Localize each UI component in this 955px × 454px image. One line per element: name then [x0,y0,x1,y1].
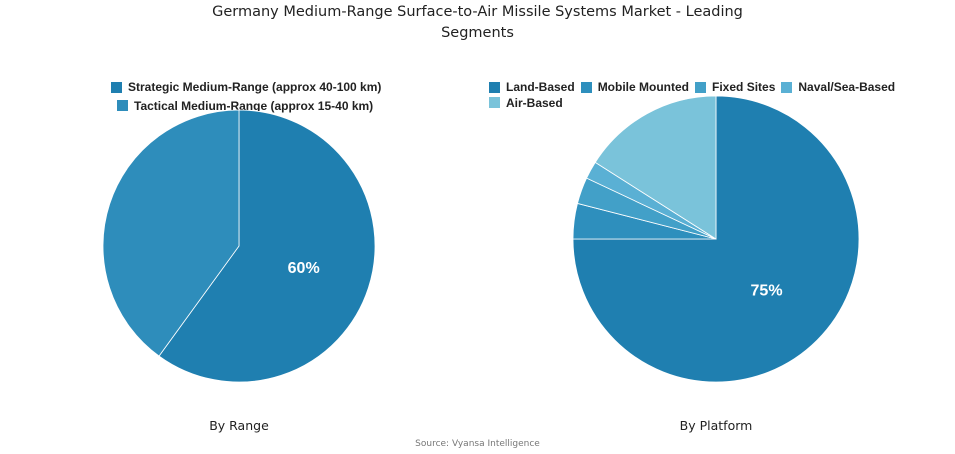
legend-swatch [781,81,793,93]
legend-item: Strategic Medium-Range (approx 40-100 km… [111,80,381,94]
legend-item: Land-Based [489,80,575,94]
legend-label: Tactical Medium-Range (approx 15-40 km) [134,98,374,113]
data-label: 75% [751,283,783,300]
data-label: 60% [288,260,320,277]
pie-slice [102,109,240,357]
legend-label: Strategic Medium-Range (approx 40-100 km… [128,80,382,94]
pie-slice [572,95,860,383]
legend-item: Naval/Sea-Based [781,80,895,94]
legend-range: Strategic Medium-Range (approx 40-100 km… [111,80,387,114]
legend-swatch [695,81,707,93]
legend-item: Mobile Mounted [580,80,690,94]
legend-label: Air-Based [506,95,563,110]
subtitle-by-range: By Range [209,418,269,433]
title-line-1: Germany Medium-Range Surface-to-Air Miss… [212,4,743,20]
legend-swatch [580,81,592,93]
legend-label: Fixed Sites [712,80,776,94]
legend-swatch [117,100,128,111]
legend-label: Land-Based [506,80,575,94]
subtitle-by-platform: By Platform [679,418,753,433]
title-line-2: Segments [441,25,514,41]
legend-swatch [489,97,500,108]
chart-title: Germany Medium-Range Surface-to-Air Miss… [0,2,955,44]
source-note: Source: Vyansa Intelligence [415,439,540,449]
legend-label: Naval/Sea-Based [798,80,896,94]
pie-slice [594,95,717,240]
pie-slice [158,109,376,383]
legend-swatch [489,81,500,93]
legend-item: Tactical Medium-Range (approx 15-40 km) [117,99,373,113]
legend-item: Air-Based [489,96,563,110]
legend-label: Mobile Mounted [597,80,690,94]
legend-swatch [111,81,122,93]
legend-platform: Land-Based Mobile Mounted Fixed Sites Naval… [489,80,955,111]
legend-item: Fixed Sites [695,80,775,94]
